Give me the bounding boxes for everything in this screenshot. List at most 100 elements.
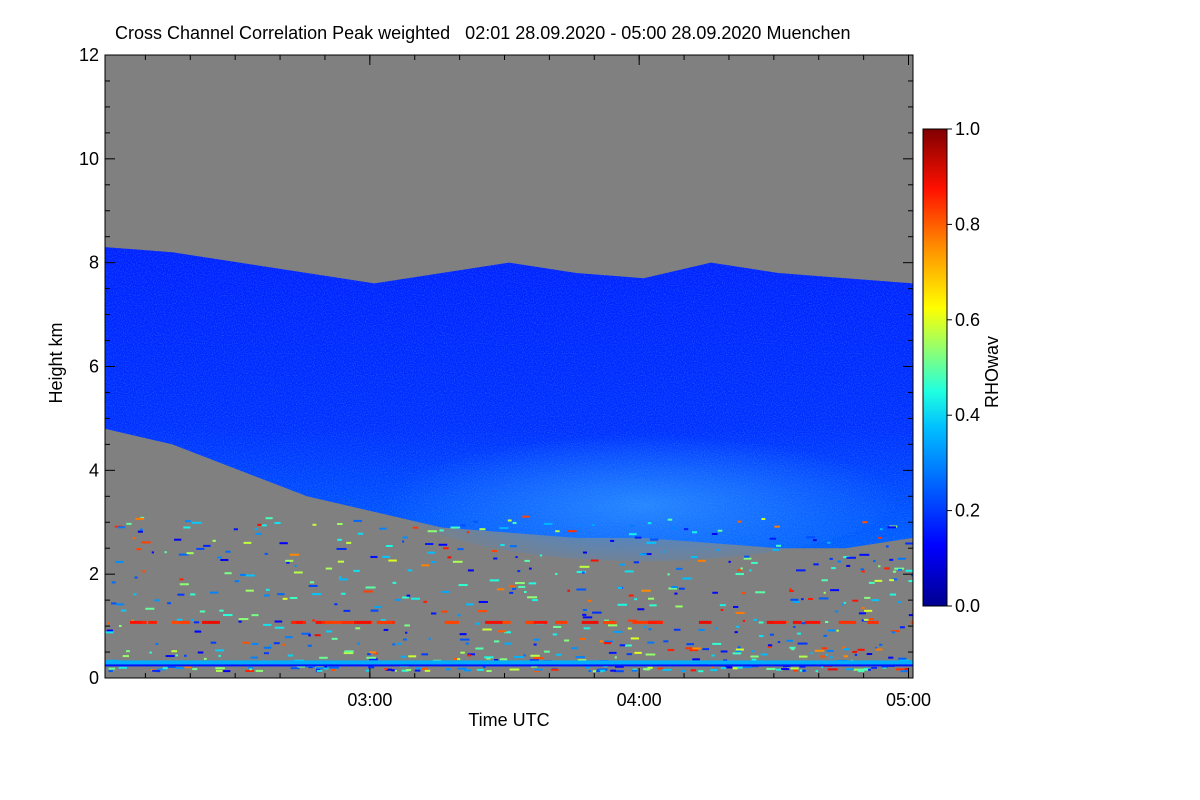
echo-mark (814, 649, 825, 652)
echo-mark (630, 637, 640, 640)
echo-mark (887, 526, 897, 529)
echo-mark (154, 599, 160, 602)
echo-mark (294, 564, 297, 567)
echo-mark (804, 620, 821, 624)
echo-mark (369, 658, 378, 661)
echo-mark (829, 557, 833, 560)
echo-mark (582, 616, 593, 619)
echo-mark (512, 521, 517, 524)
echo-mark (583, 627, 591, 630)
echo-mark (308, 584, 318, 587)
y-tick-label: 12 (79, 45, 99, 65)
echo-mark (742, 592, 746, 595)
echo-mark (175, 654, 178, 657)
echo-mark (242, 641, 251, 644)
echo-mark (619, 563, 625, 566)
echo-mark (251, 642, 259, 645)
echo-mark (761, 517, 766, 520)
echo-mark (314, 634, 321, 637)
echo-mark (630, 524, 635, 527)
echo-mark (889, 558, 894, 561)
echo-mark (424, 669, 431, 672)
echo-mark (577, 659, 587, 662)
echo-mark (760, 653, 768, 656)
echo-mark (897, 557, 906, 560)
echo-mark (149, 651, 152, 654)
echo-mark (274, 620, 283, 623)
echo-mark (610, 539, 615, 542)
echo-mark (140, 516, 145, 519)
echo-mark (827, 629, 835, 632)
echo-mark (878, 565, 881, 568)
echo-mark (473, 520, 479, 523)
echo-mark (500, 544, 505, 547)
echo-mark (823, 591, 826, 594)
echo-mark (790, 667, 799, 670)
echo-mark (587, 599, 592, 602)
echo-mark (879, 643, 883, 646)
echo-mark (743, 557, 752, 560)
echo-mark (115, 560, 124, 563)
echo-mark (509, 668, 520, 671)
echo-mark (531, 665, 538, 668)
echo-mark (184, 520, 191, 523)
near-surface-layer-edge (105, 664, 913, 667)
echo-mark (400, 655, 407, 658)
echo-mark (737, 569, 742, 572)
echo-mark (628, 533, 637, 536)
echo-mark (626, 653, 632, 656)
echo-mark (444, 620, 454, 624)
echo-mark (289, 553, 300, 556)
echo-mark (148, 620, 157, 624)
echo-mark (370, 609, 379, 612)
echo-mark (369, 651, 377, 654)
echo-mark (282, 643, 285, 646)
echo-mark (911, 574, 913, 577)
echo-mark (857, 648, 865, 651)
echo-mark (585, 666, 591, 669)
echo-mark (407, 569, 413, 572)
echo-mark (662, 668, 672, 671)
echo-mark (135, 517, 144, 520)
echo-mark (379, 527, 387, 530)
echo-mark (842, 646, 846, 649)
echo-mark (604, 640, 613, 643)
y-tick-label: 10 (79, 149, 99, 169)
echo-mark (344, 650, 354, 653)
echo-mark (431, 560, 437, 563)
echo-mark (282, 597, 288, 600)
echo-mark (167, 665, 176, 668)
echo-mark (489, 579, 500, 582)
echo-mark (690, 556, 698, 559)
echo-mark (265, 588, 270, 591)
echo-mark (781, 668, 790, 671)
echo-mark (796, 569, 806, 572)
echo-mark (575, 656, 585, 659)
echo-mark (641, 589, 651, 592)
echo-mark (667, 573, 670, 576)
echo-mark (339, 620, 354, 624)
echo-mark (613, 630, 623, 633)
echo-mark (192, 668, 198, 671)
echo-mark (634, 536, 642, 539)
echo-mark (527, 596, 538, 599)
echo-mark (264, 552, 268, 555)
echo-mark (486, 670, 492, 673)
echo-mark (799, 665, 806, 668)
echo-mark (223, 670, 231, 673)
echo-mark (879, 528, 883, 531)
echo-mark (531, 599, 538, 602)
echo-mark (866, 653, 873, 656)
echo-mark (846, 556, 856, 559)
echo-mark (467, 569, 474, 572)
echo-mark (579, 637, 586, 640)
echo-mark (786, 639, 793, 642)
echo-mark (406, 594, 411, 597)
colorbar-axis: 0.0 0.2 0.4 0.6 0.8 1.0 (947, 119, 980, 616)
echo-mark (167, 602, 171, 605)
echo-mark (697, 559, 706, 562)
echo-mark (137, 530, 143, 533)
echo-mark (897, 601, 901, 604)
echo-mark (388, 559, 397, 562)
echo-mark (831, 567, 836, 570)
